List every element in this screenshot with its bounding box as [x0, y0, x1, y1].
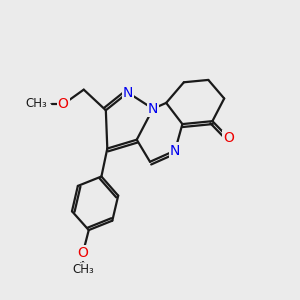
- Text: CH₃: CH₃: [72, 263, 94, 276]
- Text: methoxy: methoxy: [50, 103, 56, 104]
- Text: N: N: [170, 144, 180, 158]
- Text: O: O: [58, 98, 69, 111]
- Text: O: O: [224, 131, 234, 145]
- Text: CH₃: CH₃: [25, 97, 47, 110]
- Text: N: N: [123, 85, 133, 100]
- Text: O: O: [77, 246, 88, 260]
- Text: methoxy: methoxy: [80, 261, 86, 262]
- Text: N: N: [148, 102, 158, 116]
